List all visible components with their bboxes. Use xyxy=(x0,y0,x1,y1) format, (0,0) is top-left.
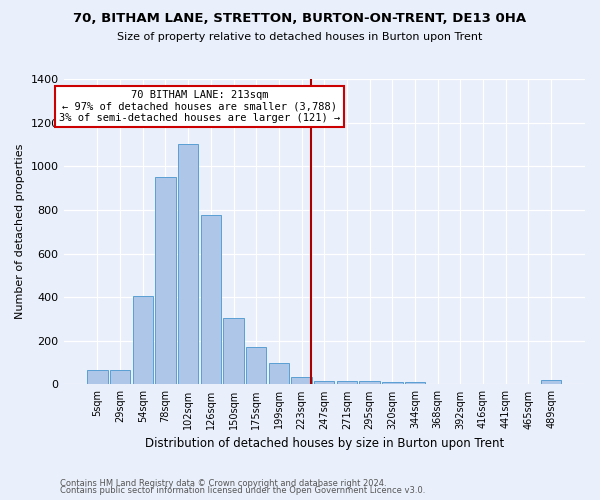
X-axis label: Distribution of detached houses by size in Burton upon Trent: Distribution of detached houses by size … xyxy=(145,437,504,450)
Bar xyxy=(269,362,289,384)
Bar xyxy=(382,382,403,384)
Text: 70 BITHAM LANE: 213sqm
← 97% of detached houses are smaller (3,788)
3% of semi-d: 70 BITHAM LANE: 213sqm ← 97% of detached… xyxy=(59,90,340,123)
Bar xyxy=(87,370,107,384)
Text: Size of property relative to detached houses in Burton upon Trent: Size of property relative to detached ho… xyxy=(118,32,482,42)
Bar xyxy=(178,144,199,384)
Text: Contains public sector information licensed under the Open Government Licence v3: Contains public sector information licen… xyxy=(60,486,425,495)
Bar xyxy=(292,377,312,384)
Bar xyxy=(200,216,221,384)
Bar xyxy=(246,348,266,385)
Text: Contains HM Land Registry data © Crown copyright and database right 2024.: Contains HM Land Registry data © Crown c… xyxy=(60,478,386,488)
Bar xyxy=(155,177,176,384)
Bar xyxy=(314,380,334,384)
Bar xyxy=(110,370,130,384)
Bar xyxy=(133,296,153,384)
Bar xyxy=(359,381,380,384)
Text: 70, BITHAM LANE, STRETTON, BURTON-ON-TRENT, DE13 0HA: 70, BITHAM LANE, STRETTON, BURTON-ON-TRE… xyxy=(73,12,527,26)
Bar xyxy=(223,318,244,384)
Bar xyxy=(337,380,357,384)
Y-axis label: Number of detached properties: Number of detached properties xyxy=(15,144,25,320)
Bar xyxy=(541,380,561,384)
Bar xyxy=(405,382,425,384)
